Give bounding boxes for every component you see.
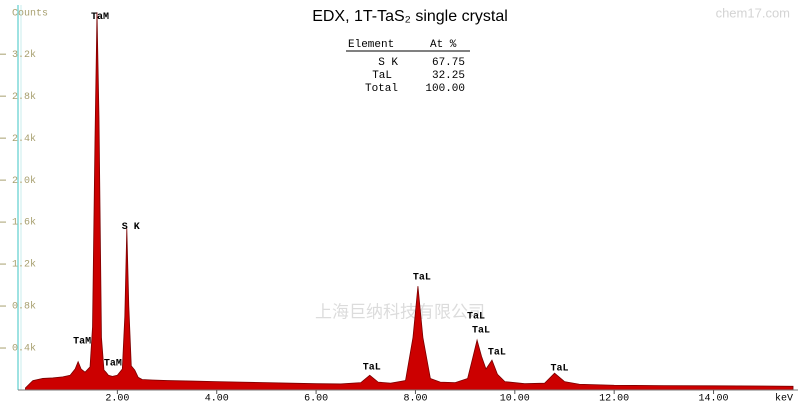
peak-label: TaL [551,364,569,375]
y-tick-label: 1.6k [12,217,36,229]
table-cell: 32.25 [432,70,465,82]
peak-label: TaL [413,273,431,284]
y-tick-label: 1.2k [12,259,36,271]
peak-label: S K [122,222,140,233]
table-cell: Total [365,83,398,95]
peak-label: TaM [73,337,91,348]
table-header: At % [430,39,457,51]
peak-label: TaL [363,363,381,374]
table-header: Element [348,39,394,51]
x-tick-label: 10.00 [500,394,530,405]
peak-label: TaM [104,359,122,370]
y-tick-label: 3.2k [12,49,36,61]
table-cell: 100.00 [425,83,465,95]
y-tick-label: 0.4k [12,343,36,355]
y-tick-label: 2.0k [12,175,36,187]
watermark: chem17.com [716,5,790,20]
peak-label: TaL [467,312,485,323]
x-tick-label: 8.00 [403,394,427,405]
y-tick-label: 2.8k [12,91,36,103]
x-tick-label: 14.00 [699,394,729,405]
peak-label: TaM [91,12,109,23]
y-tick-label: 0.8k [12,301,36,313]
y-tick-label: 2.4k [12,133,36,145]
table-cell: TaL [372,70,392,82]
watermark: 上海巨纳科技有限公司 [315,302,485,321]
x-tick-label: 2.00 [105,394,129,405]
y-axis-title: Counts [12,9,48,20]
x-axis-title: keV [775,393,793,405]
chart-title: EDX, 1T-TaS₂ single crystal [312,8,508,25]
x-tick-label: 4.00 [205,394,229,405]
peak-label: TaL [472,326,490,337]
peak-label: TaL [488,348,506,359]
spectrum-area [25,12,794,391]
x-tick-label: 12.00 [599,394,629,405]
table-cell: 67.75 [432,57,465,69]
x-tick-label: 6.00 [304,394,328,405]
table-cell: S K [378,57,398,69]
